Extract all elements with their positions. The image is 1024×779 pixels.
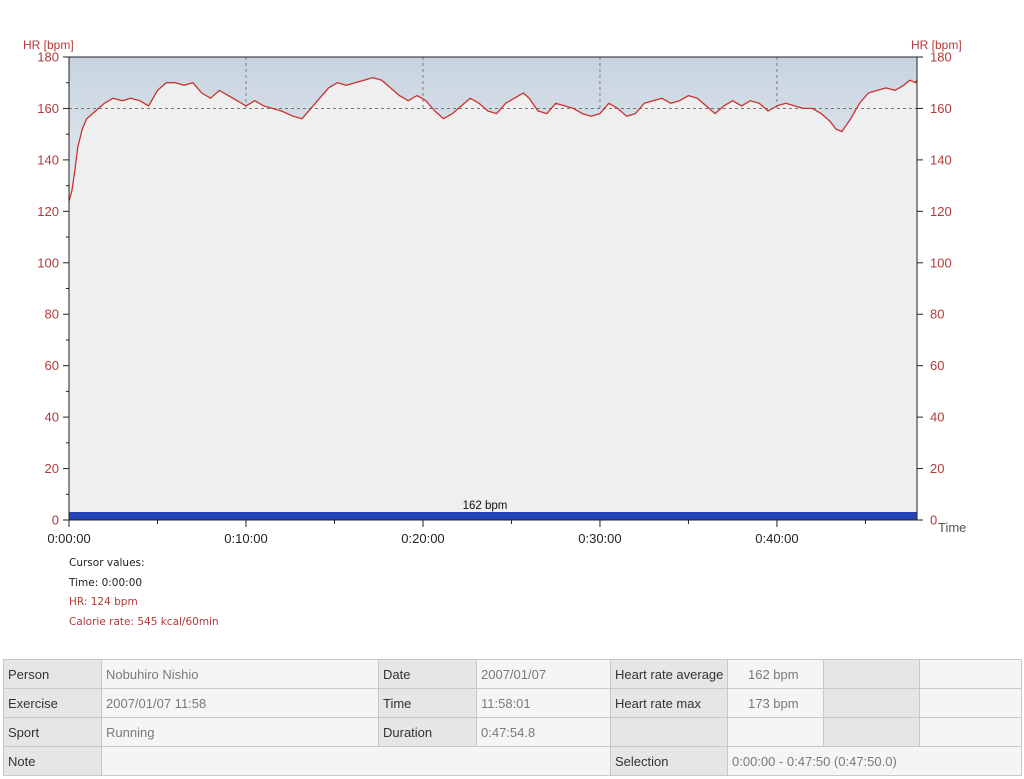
x-tick-label: 0:00:00 xyxy=(47,531,90,546)
table-row: Note Selection 0:00:00 - 0:47:50 (0:47:5… xyxy=(3,746,1022,776)
y-tick-label-right: 60 xyxy=(930,358,944,373)
exercise-info-table: Person Nobuhiro Nishio Date 2007/01/07 H… xyxy=(3,659,1022,776)
y-tick-label-left: 140 xyxy=(37,152,59,167)
blank-cell xyxy=(919,659,1022,689)
blank-cell xyxy=(823,688,920,718)
average-bar-label: 162 bpm xyxy=(463,500,508,512)
blank-cell xyxy=(823,717,920,747)
average-bar xyxy=(69,512,917,520)
y-tick-label-left: 120 xyxy=(37,204,59,219)
blank-cell xyxy=(919,717,1022,747)
y-tick-label-left: 100 xyxy=(37,255,59,270)
sport-label: Sport xyxy=(3,717,102,747)
y-axis-label-right: HR [bpm] xyxy=(911,38,962,52)
y-axis-label-left: HR [bpm] xyxy=(23,38,74,52)
y-tick-label-right: 80 xyxy=(930,307,944,322)
zone-band-fill xyxy=(69,57,917,202)
person-value: Nobuhiro Nishio xyxy=(101,659,379,689)
cursor-hr: HR: 124 bpm xyxy=(69,596,138,608)
cursor-time: Time: 0:00:00 xyxy=(69,576,143,589)
plot-area xyxy=(69,57,917,520)
duration-label: Duration xyxy=(378,717,477,747)
table-row: Sport Running Duration 0:47:54.8 xyxy=(3,717,1022,747)
exercise-value: 2007/01/07 11:58 xyxy=(101,688,379,718)
y-tick-label-left: 60 xyxy=(45,358,59,373)
exercise-label: Exercise xyxy=(3,688,102,718)
y-tick-label-left: 0 xyxy=(52,513,59,528)
y-tick-label-right: 0 xyxy=(930,513,937,528)
y-tick-label-left: 160 xyxy=(37,101,59,116)
x-tick-label: 0:40:00 xyxy=(755,531,798,546)
y-tick-label-left: 20 xyxy=(45,461,59,476)
table-row: Exercise 2007/01/07 11:58 Time 11:58:01 … xyxy=(3,688,1022,718)
time-value: 11:58:01 xyxy=(476,688,611,718)
y-tick-label-right: 160 xyxy=(930,101,952,116)
cursor-values-panel: Cursor values: Time: 0:00:00 HR: 124 bpm… xyxy=(69,554,219,632)
y-tick-label-right: 100 xyxy=(930,255,952,270)
person-label: Person xyxy=(3,659,102,689)
time-label: Time xyxy=(378,688,477,718)
blank-cell xyxy=(919,688,1022,718)
y-tick-label-right: 140 xyxy=(930,152,952,167)
hr-max-label: Heart rate max xyxy=(610,688,728,718)
y-tick-label-left: 40 xyxy=(45,410,59,425)
y-tick-label-right: 40 xyxy=(930,410,944,425)
hr-max-value: 173 bpm xyxy=(727,688,824,718)
duration-value: 0:47:54.8 xyxy=(476,717,611,747)
selection-value: 0:00:00 - 0:47:50 (0:47:50.0) xyxy=(727,746,1022,776)
y-tick-label-right: 180 xyxy=(930,50,952,65)
y-tick-label-left: 180 xyxy=(37,50,59,65)
x-axis-label: Time xyxy=(938,520,966,535)
selection-label: Selection xyxy=(610,746,728,776)
heart-rate-chart[interactable]: HR [bpm] HR [bpm] Time 162 bpm 0 0 20 20 40 40… xyxy=(0,0,1024,650)
note-label: Note xyxy=(3,746,102,776)
cursor-values-heading: Cursor values: xyxy=(69,557,145,569)
hr-average-value: 162 bpm xyxy=(727,659,824,689)
blank-cell xyxy=(610,717,728,747)
blank-cell xyxy=(823,659,920,689)
hr-series-line xyxy=(68,76,918,202)
date-label: Date xyxy=(378,659,477,689)
hr-average-label: Heart rate average xyxy=(610,659,728,689)
x-tick-label: 0:30:00 xyxy=(578,531,621,546)
y-tick-label-right: 120 xyxy=(930,204,952,219)
table-row: Person Nobuhiro Nishio Date 2007/01/07 H… xyxy=(3,659,1022,689)
x-tick-label: 0:10:00 xyxy=(224,531,267,546)
x-tick-label: 0:20:00 xyxy=(401,531,444,546)
y-tick-label-left: 80 xyxy=(45,307,59,322)
blank-cell xyxy=(727,717,824,747)
cursor-calorie-rate: Calorie rate: 545 kcal/60min xyxy=(69,615,219,628)
y-tick-label-right: 20 xyxy=(930,461,944,476)
date-value: 2007/01/07 xyxy=(476,659,611,689)
sport-value: Running xyxy=(101,717,379,747)
note-value xyxy=(101,746,611,776)
